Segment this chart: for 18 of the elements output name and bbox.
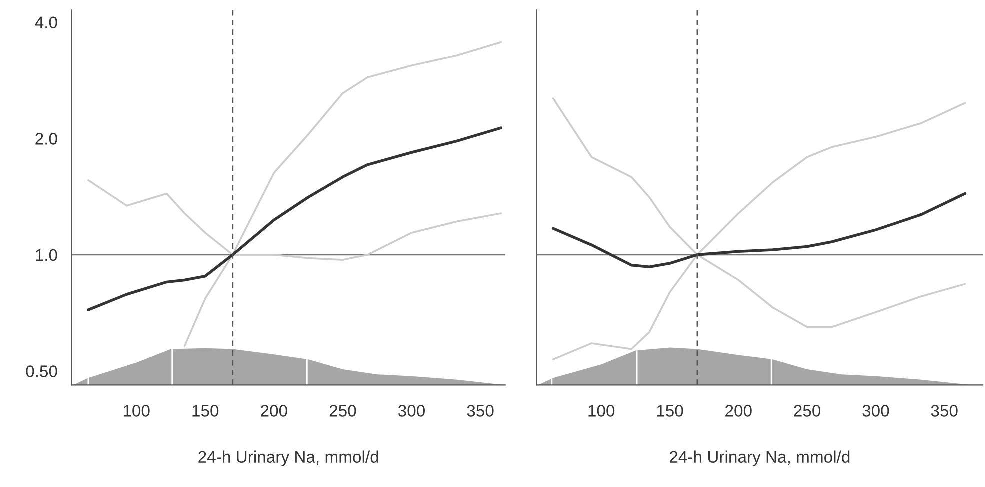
x-tick-label: 300 — [862, 405, 890, 417]
y-tick-label: 1.0 — [36, 249, 58, 262]
x-tick-label: 250 — [794, 405, 821, 417]
x-tick-label: 350 — [467, 405, 494, 417]
x-tick-label: 300 — [398, 405, 425, 417]
x-tick-label: 100 — [588, 405, 615, 417]
y-tick-label: 2.0 — [36, 133, 58, 145]
x-tick-label: 100 — [124, 405, 150, 417]
x-tick-label: 200 — [261, 405, 288, 417]
x-tick-label: 200 — [726, 405, 752, 417]
y-tick-label: 0.50 — [26, 366, 58, 378]
x-tick-label: 250 — [330, 405, 356, 417]
x-axis-title: 24-h Urinary Na, mmol/d — [198, 450, 378, 466]
x-axis-title: 24-h Urinary Na, mmol/d — [670, 450, 850, 466]
y-tick-label: 4.0 — [35, 16, 58, 29]
x-tick-label: 150 — [192, 405, 219, 417]
x-tick-label: 350 — [931, 405, 958, 417]
x-tick-label: 150 — [657, 405, 684, 417]
